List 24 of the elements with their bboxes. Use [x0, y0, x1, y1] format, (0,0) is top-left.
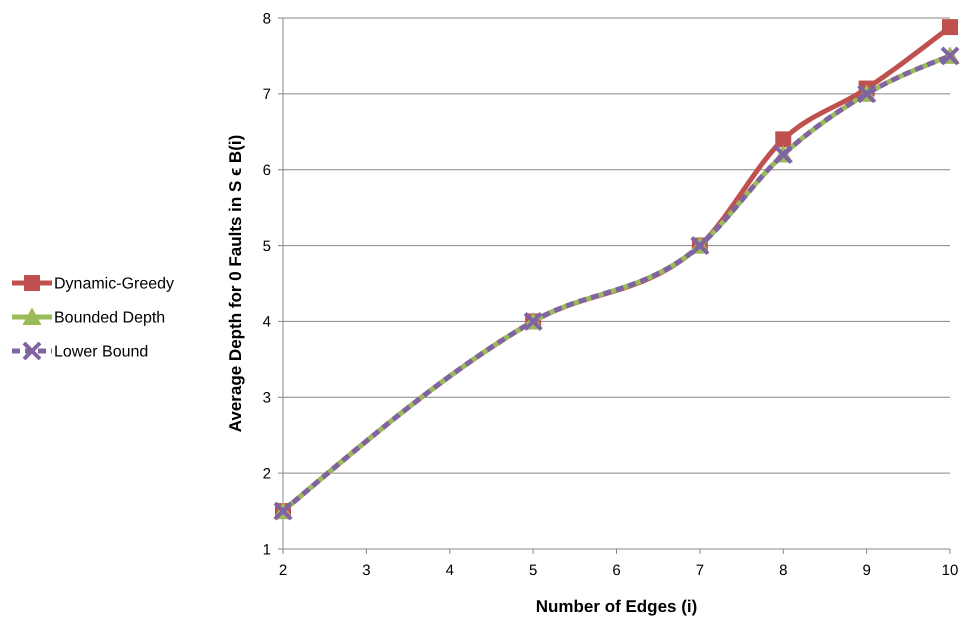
x-axis-title: Number of Edges (i) — [536, 597, 698, 616]
x-tick-label: 10 — [942, 562, 958, 579]
point — [775, 131, 792, 148]
y-tick-label: 4 — [262, 314, 271, 331]
x-tick-label: 2 — [278, 562, 288, 579]
legend-label: Dynamic-Greedy — [54, 276, 174, 293]
legend-label: Bounded Depth — [54, 310, 166, 327]
y-tick-label: 2 — [262, 465, 271, 482]
x-tick-label: 8 — [779, 562, 788, 579]
y-tick-label: 3 — [262, 390, 271, 407]
y-tick-label: 7 — [262, 86, 271, 104]
y-axis-title: Average Depth for 0 Faults in S ϵ B(i) — [226, 134, 245, 432]
x-tick-label: 9 — [862, 562, 871, 579]
y-tick-label: 5 — [262, 238, 271, 255]
x-tick-label: 5 — [528, 562, 538, 579]
x-tick-label: 6 — [612, 562, 621, 579]
point — [942, 19, 958, 36]
x-tick-label: 4 — [446, 562, 454, 579]
y-tick-label: 1 — [262, 541, 271, 558]
legend-label: Lower Bound — [54, 344, 148, 361]
x-tick-label: 7 — [696, 562, 704, 579]
y-tick-label: 8 — [262, 10, 271, 28]
x-tick-label: 3 — [362, 562, 371, 579]
y-tick-label: 6 — [262, 162, 271, 179]
